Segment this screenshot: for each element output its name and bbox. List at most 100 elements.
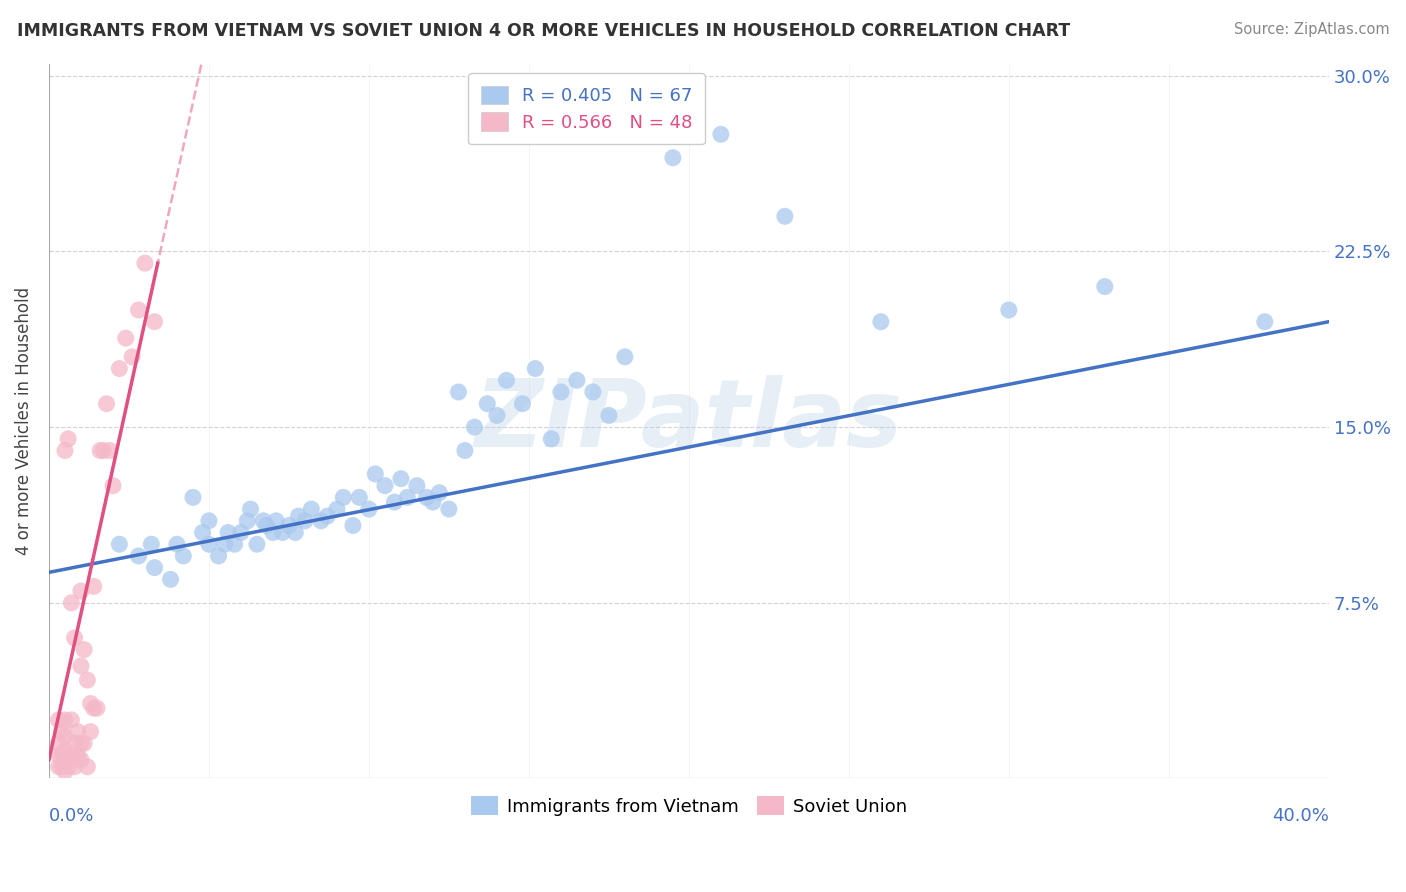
Point	[143, 560, 166, 574]
Text: 0.0%: 0.0%	[49, 806, 94, 824]
Point	[662, 151, 685, 165]
Point	[70, 753, 93, 767]
Point	[256, 518, 278, 533]
Point	[364, 467, 387, 481]
Point	[76, 760, 98, 774]
Y-axis label: 4 or more Vehicles in Household: 4 or more Vehicles in Household	[15, 287, 32, 556]
Point	[278, 518, 301, 533]
Point	[128, 549, 150, 563]
Point	[56, 747, 79, 762]
Text: 40.0%: 40.0%	[1272, 806, 1329, 824]
Point	[73, 736, 96, 750]
Point	[60, 596, 83, 610]
Point	[159, 573, 181, 587]
Point	[998, 303, 1021, 318]
Point	[869, 315, 891, 329]
Point	[48, 736, 70, 750]
Point	[51, 747, 73, 762]
Point	[326, 502, 349, 516]
Point	[51, 724, 73, 739]
Point	[427, 485, 450, 500]
Point	[53, 764, 76, 779]
Point	[454, 443, 477, 458]
Point	[287, 509, 309, 524]
Point	[389, 472, 412, 486]
Point	[73, 642, 96, 657]
Point	[198, 514, 221, 528]
Point	[262, 525, 284, 540]
Point	[1094, 279, 1116, 293]
Text: IMMIGRANTS FROM VIETNAM VS SOVIET UNION 4 OR MORE VEHICLES IN HOUSEHOLD CORRELAT: IMMIGRANTS FROM VIETNAM VS SOVIET UNION …	[17, 22, 1070, 40]
Point	[63, 736, 86, 750]
Point	[101, 478, 124, 492]
Text: Source: ZipAtlas.com: Source: ZipAtlas.com	[1233, 22, 1389, 37]
Point	[463, 420, 485, 434]
Point	[415, 491, 437, 505]
Point	[98, 443, 121, 458]
Point	[128, 303, 150, 318]
Legend: Immigrants from Vietnam, Soviet Union: Immigrants from Vietnam, Soviet Union	[464, 789, 914, 823]
Text: ZIPatlas: ZIPatlas	[475, 376, 903, 467]
Point	[540, 432, 562, 446]
Point	[406, 478, 429, 492]
Point	[60, 747, 83, 762]
Point	[565, 373, 588, 387]
Point	[191, 525, 214, 540]
Point	[422, 495, 444, 509]
Point	[214, 537, 236, 551]
Point	[66, 747, 89, 762]
Point	[357, 502, 380, 516]
Point	[374, 478, 396, 492]
Point	[48, 760, 70, 774]
Point	[86, 701, 108, 715]
Point	[48, 713, 70, 727]
Point	[582, 384, 605, 399]
Point	[166, 537, 188, 551]
Point	[70, 584, 93, 599]
Point	[181, 491, 204, 505]
Point	[89, 443, 111, 458]
Point	[114, 331, 136, 345]
Point	[172, 549, 194, 563]
Point	[252, 514, 274, 528]
Point	[710, 128, 733, 142]
Point	[613, 350, 636, 364]
Point	[60, 713, 83, 727]
Point	[437, 502, 460, 516]
Point	[53, 753, 76, 767]
Point	[108, 361, 131, 376]
Point	[217, 525, 239, 540]
Point	[83, 579, 105, 593]
Point	[396, 491, 419, 505]
Point	[56, 760, 79, 774]
Point	[121, 350, 143, 364]
Point	[70, 659, 93, 673]
Point	[53, 713, 76, 727]
Point	[70, 736, 93, 750]
Point	[76, 673, 98, 687]
Point	[83, 701, 105, 715]
Point	[495, 373, 517, 387]
Point	[512, 397, 534, 411]
Point	[96, 397, 118, 411]
Point	[51, 760, 73, 774]
Point	[524, 361, 547, 376]
Point	[384, 495, 406, 509]
Point	[236, 514, 259, 528]
Point	[108, 537, 131, 551]
Point	[224, 537, 246, 551]
Point	[198, 537, 221, 551]
Point	[294, 514, 316, 528]
Point	[48, 747, 70, 762]
Point	[93, 443, 115, 458]
Point	[63, 631, 86, 645]
Point	[56, 432, 79, 446]
Point	[134, 256, 156, 270]
Point	[264, 514, 287, 528]
Point	[284, 525, 307, 540]
Point	[141, 537, 163, 551]
Point	[143, 315, 166, 329]
Point	[485, 409, 508, 423]
Point	[229, 525, 252, 540]
Point	[79, 724, 101, 739]
